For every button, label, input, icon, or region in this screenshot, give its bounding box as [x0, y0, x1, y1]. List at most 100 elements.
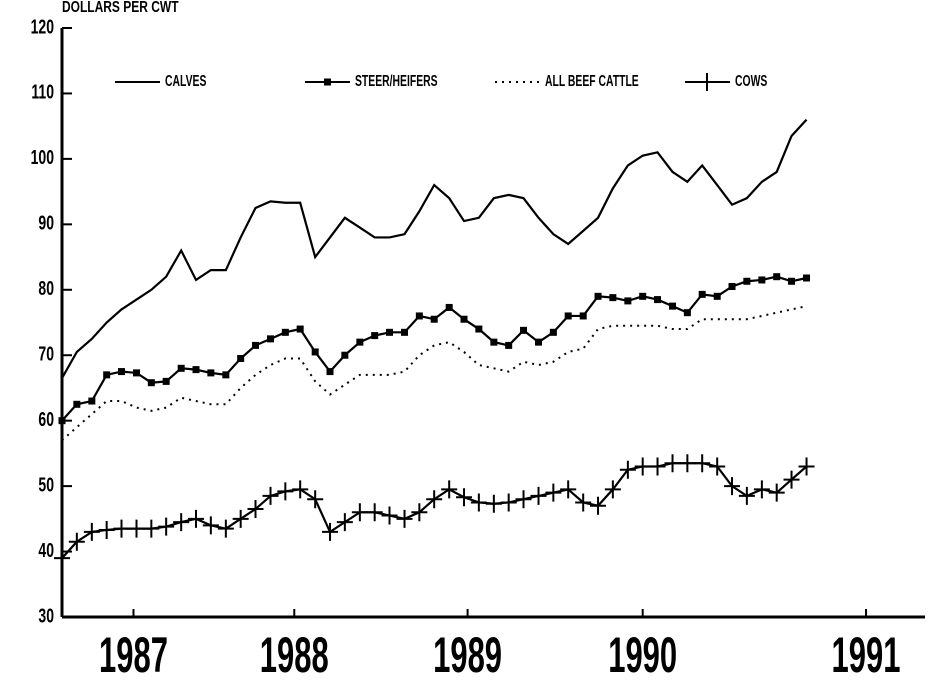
point — [307, 490, 324, 509]
series-line — [61, 275, 807, 422]
point — [560, 480, 577, 499]
point — [192, 366, 200, 374]
point — [783, 470, 800, 489]
point — [604, 480, 621, 499]
point — [237, 354, 245, 362]
point — [262, 486, 279, 505]
point — [664, 454, 681, 473]
point — [713, 292, 721, 300]
point — [724, 477, 741, 496]
point — [803, 274, 811, 282]
legend-label: ALL BEEF CATTLE — [545, 72, 639, 90]
y-tick-label: 110 — [31, 80, 54, 103]
point — [158, 517, 175, 536]
y-tick-label: 80 — [38, 277, 54, 300]
point — [773, 273, 781, 281]
point — [520, 326, 528, 334]
point — [470, 493, 487, 512]
point — [624, 297, 632, 305]
legend-label: CALVES — [165, 72, 206, 90]
point — [133, 369, 141, 377]
point — [401, 328, 409, 336]
point — [619, 460, 636, 479]
point — [788, 277, 796, 285]
point — [351, 503, 368, 522]
point — [475, 325, 483, 333]
point — [753, 480, 770, 499]
point — [500, 493, 517, 512]
point — [88, 397, 96, 405]
point — [371, 332, 379, 340]
point — [649, 457, 666, 476]
point — [485, 494, 502, 513]
point — [575, 493, 592, 512]
point — [292, 480, 309, 499]
point — [173, 513, 190, 532]
point — [128, 519, 145, 538]
y-tick-label: 50 — [38, 473, 54, 496]
point — [738, 486, 755, 505]
x-tick-label: 1990 — [608, 627, 677, 683]
series-line — [61, 305, 807, 442]
legend-label: COWS — [735, 72, 767, 90]
point — [758, 276, 766, 284]
point — [396, 509, 413, 528]
y-tick-label: 40 — [38, 538, 54, 561]
y-tick-label: 70 — [38, 342, 54, 365]
point — [460, 315, 468, 323]
point — [322, 522, 339, 541]
point — [386, 328, 394, 336]
point — [445, 303, 453, 311]
point — [147, 379, 155, 387]
chart-title: DOLLARS PER CWT — [62, 0, 179, 16]
point — [58, 417, 66, 425]
point — [683, 309, 691, 317]
point — [222, 371, 230, 379]
point — [73, 400, 81, 408]
point — [505, 341, 513, 349]
point — [296, 325, 304, 333]
x-tick-label: 1991 — [832, 627, 901, 683]
point — [515, 490, 532, 509]
point — [441, 480, 458, 499]
point — [698, 290, 706, 298]
point — [654, 296, 662, 304]
point — [579, 312, 587, 320]
point — [162, 377, 170, 385]
y-tick-label: 120 — [31, 15, 54, 38]
point — [545, 483, 562, 502]
point — [207, 369, 215, 377]
point — [381, 506, 398, 525]
point — [267, 335, 275, 343]
point — [202, 516, 219, 535]
point — [336, 513, 353, 532]
y-tick-label: 90 — [38, 211, 54, 234]
series-line — [61, 118, 808, 379]
point — [217, 519, 234, 538]
point — [594, 292, 602, 300]
point — [281, 328, 289, 336]
point — [590, 496, 607, 515]
point — [83, 522, 100, 541]
point — [326, 368, 334, 376]
legend-label: STEER/HEIFERS — [355, 72, 438, 90]
x-tick-label: 1989 — [433, 627, 502, 683]
point — [768, 483, 785, 502]
point — [177, 364, 185, 372]
point — [188, 509, 205, 528]
point — [430, 315, 438, 323]
point — [490, 338, 498, 346]
point — [311, 348, 319, 356]
y-tick-label: 30 — [38, 604, 54, 627]
point — [252, 341, 260, 349]
point — [728, 283, 736, 291]
point — [117, 368, 125, 376]
y-tick-label: 100 — [31, 146, 54, 169]
point — [356, 338, 364, 346]
point — [341, 351, 349, 359]
point — [54, 549, 70, 568]
point — [694, 454, 711, 473]
point — [143, 519, 160, 538]
point — [669, 302, 677, 310]
